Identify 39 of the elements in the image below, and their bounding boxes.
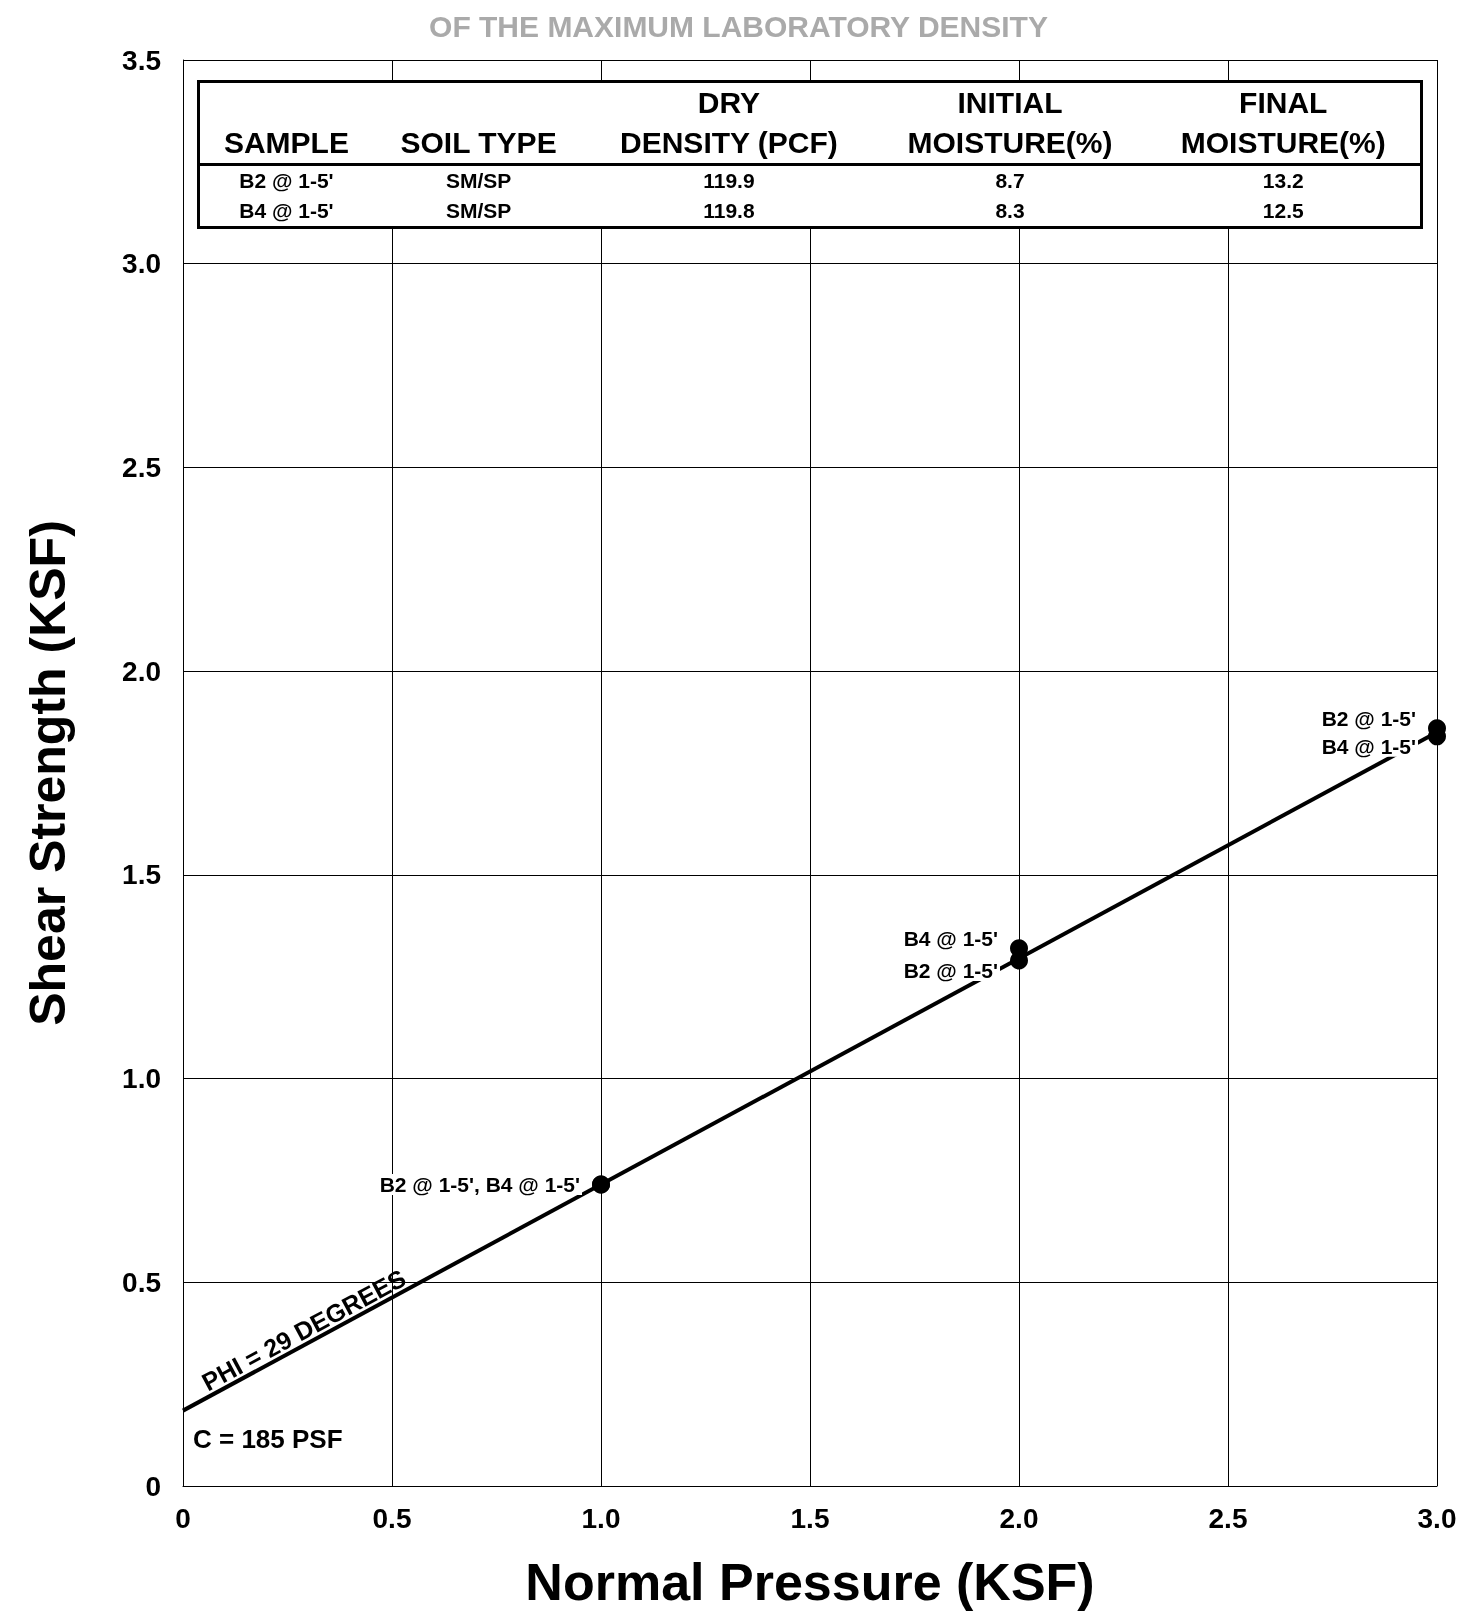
y-tick-label: 3.5: [122, 44, 161, 76]
y-axis-title: Shear Strength (KSF): [20, 520, 76, 1026]
x-tick-label: 2.5: [1208, 1502, 1248, 1534]
annotation: B2 @ 1-5': [238, 168, 335, 194]
x-tick-label: 1.5: [790, 1502, 830, 1534]
annotation: 119.9: [702, 168, 756, 194]
x-axis-title: Normal Pressure (KSF): [525, 1553, 1095, 1611]
annotation: 8.7: [994, 168, 1026, 194]
data-label: B4 @ 1-5': [903, 926, 998, 950]
annotation: 13.2: [1261, 168, 1305, 194]
annotation: SM/SP: [444, 198, 513, 224]
annotation: FINAL MOISTURE(%): [1146, 81, 1422, 165]
annotation: SM/SP: [444, 168, 513, 194]
y-tick-label: 2.5: [122, 451, 161, 483]
data-label: B4 @ 1-5': [1321, 734, 1416, 758]
annotation: 12.5: [1261, 198, 1305, 224]
y-tick-label: 0: [145, 1470, 161, 1502]
annotation: SOIL TYPE: [372, 81, 585, 165]
x-tick-label: 0: [175, 1502, 191, 1534]
data-label: B2 @ 1-5': [903, 958, 998, 982]
data-label: B2 @ 1-5', B4 @ 1-5': [379, 1173, 580, 1196]
x-tick-label: 1.0: [581, 1502, 621, 1534]
y-tick-label: 3.0: [122, 248, 161, 280]
annotation: 8.3: [994, 198, 1026, 224]
annotation: C = 185 PSF: [193, 1423, 343, 1454]
annotation: 119.8: [702, 198, 756, 224]
annotation: DRY DENSITY (PCF): [584, 81, 874, 165]
y-tick-label: 0.5: [122, 1266, 161, 1298]
y-tick-label: 2.0: [122, 655, 161, 687]
y-tick-label: 1.0: [122, 1063, 161, 1095]
annotation: B4 @ 1-5': [238, 198, 335, 224]
y-tick-label: 1.5: [122, 859, 161, 891]
x-tick-label: 0.5: [372, 1502, 412, 1534]
data-label: B2 @ 1-5': [1321, 706, 1416, 730]
annotation: INITIAL MOISTURE(%): [873, 81, 1147, 165]
annotation: SAMPLE: [198, 81, 373, 165]
chart-title: OF THE MAXIMUM LABORATORY DENSITY: [429, 9, 1048, 43]
x-tick-label: 2.0: [999, 1502, 1039, 1534]
x-tick-label: 3.0: [1417, 1502, 1457, 1534]
